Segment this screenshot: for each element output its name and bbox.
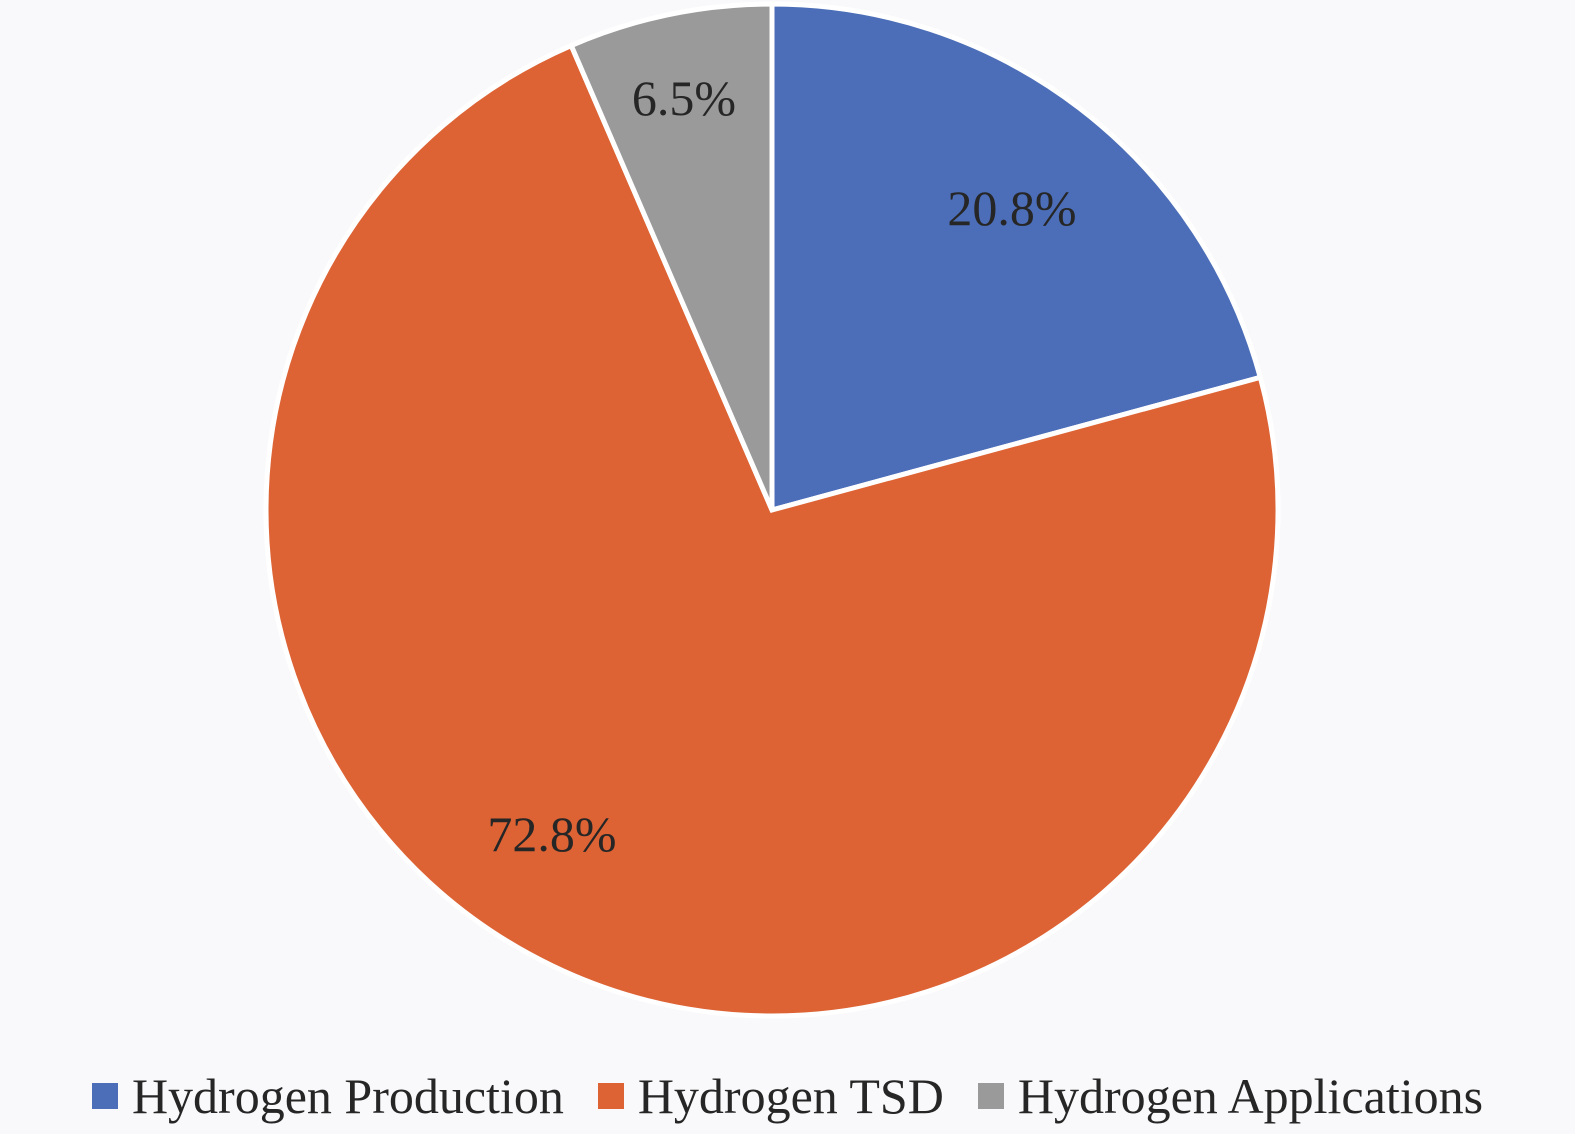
pie-chart: 20.8% 72.8% 6.5% bbox=[263, 1, 1281, 1019]
legend-item-hydrogen-production: Hydrogen Production bbox=[91, 1068, 564, 1124]
data-label-hydrogen-tsd: 72.8% bbox=[487, 806, 616, 862]
data-label-hydrogen-applications: 6.5% bbox=[632, 70, 736, 126]
legend-label: Hydrogen Applications bbox=[1017, 1068, 1484, 1124]
pie-slice-hydrogen-tsd bbox=[263, 42, 1281, 1019]
chart-legend: Hydrogen Production Hydrogen TSD Hydrogen … bbox=[0, 1068, 1575, 1124]
legend-label: Hydrogen TSD bbox=[637, 1068, 944, 1124]
data-label-hydrogen-production: 20.8% bbox=[947, 180, 1076, 236]
pie-slice-hydrogen-applications bbox=[567, 1, 775, 511]
legend-item-hydrogen-applications: Hydrogen Applications bbox=[977, 1068, 1484, 1124]
pie-slice-hydrogen-production bbox=[769, 1, 1264, 514]
pie-slices bbox=[263, 1, 1281, 1019]
legend-swatch bbox=[91, 1083, 118, 1109]
legend-swatch bbox=[977, 1083, 1004, 1109]
legend-swatch bbox=[597, 1083, 624, 1109]
legend-label: Hydrogen Production bbox=[131, 1068, 564, 1124]
pie-data-labels: 20.8% 72.8% 6.5% bbox=[487, 70, 1076, 862]
legend-item-hydrogen-tsd: Hydrogen TSD bbox=[597, 1068, 944, 1124]
